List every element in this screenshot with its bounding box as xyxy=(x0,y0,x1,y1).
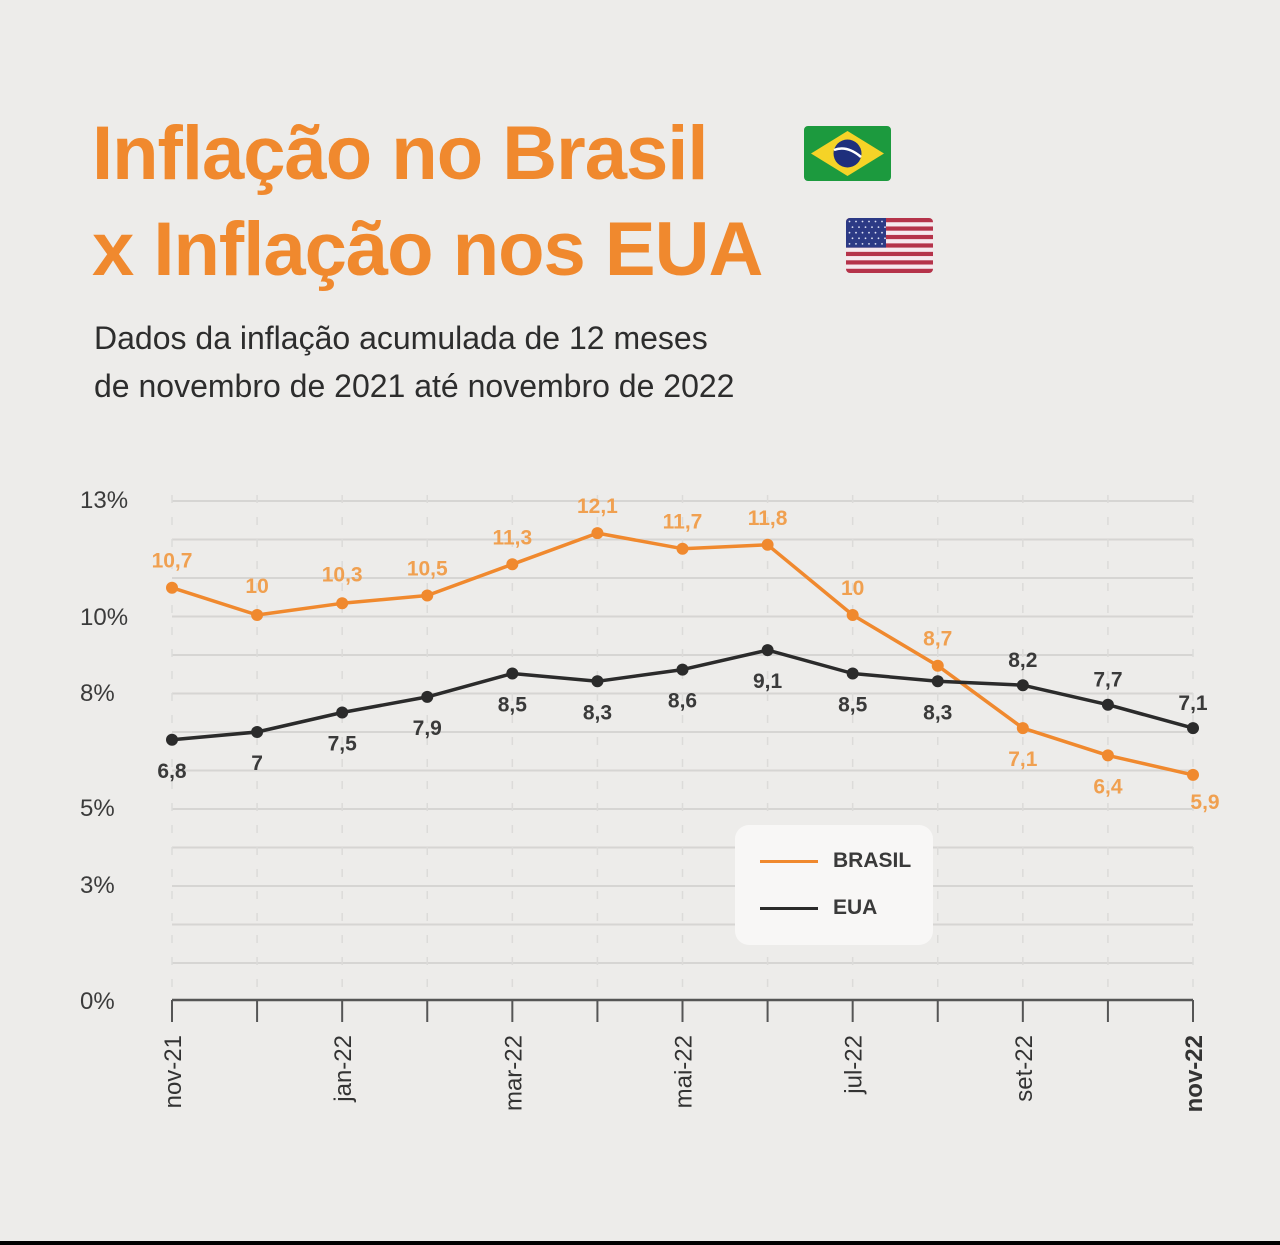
legend-swatch-eua xyxy=(760,906,818,910)
data-point-eua xyxy=(506,667,519,680)
data-point-brasil xyxy=(251,609,264,621)
x-tick-label: jan-22 xyxy=(330,1035,357,1103)
data-label-brasil: 10,7 xyxy=(152,550,193,573)
data-label-eua: 7,9 xyxy=(413,717,442,740)
x-tick-label: mar-22 xyxy=(500,1035,527,1111)
y-tick-label: 0% xyxy=(80,988,115,1015)
y-tick-label: 5% xyxy=(80,795,115,822)
x-tick-label: mai-22 xyxy=(671,1035,698,1108)
data-point-brasil xyxy=(676,542,689,555)
data-label-eua: 7,5 xyxy=(328,733,358,756)
bottom-border xyxy=(0,1241,1280,1245)
data-point-brasil xyxy=(1101,749,1114,762)
y-tick-label: 8% xyxy=(80,680,115,707)
chart-title-line2: x Inflação nos EUA xyxy=(92,207,763,292)
legend-swatch-brasil xyxy=(760,859,818,863)
data-point-eua xyxy=(1187,722,1199,735)
data-label-eua: 8,6 xyxy=(668,690,697,713)
data-point-brasil xyxy=(1016,722,1029,735)
data-label-brasil: 8,7 xyxy=(923,628,952,651)
data-label-brasil: 6,4 xyxy=(1093,775,1123,798)
y-tick-label: 3% xyxy=(80,872,115,899)
data-label-eua: 9,1 xyxy=(753,670,783,693)
legend-label-brasil: BRASIL xyxy=(833,849,912,872)
data-label-eua: 6,8 xyxy=(157,760,187,783)
data-label-brasil: 12,1 xyxy=(577,495,618,518)
y-tick-label: 10% xyxy=(80,604,128,631)
data-label-eua: 8,5 xyxy=(838,694,868,717)
data-label-brasil: 5,9 xyxy=(1190,791,1219,814)
data-label-brasil: 10 xyxy=(245,575,268,598)
subtitle-line2: de novembro de 2021 até novembro de 2022 xyxy=(94,368,735,404)
data-point-eua xyxy=(336,706,349,719)
data-label-brasil: 10,3 xyxy=(322,563,363,586)
x-tick-label: jul-22 xyxy=(841,1035,868,1095)
chart-title-line1: Inflação no Brasil xyxy=(92,111,708,196)
chart-subtitle: Dados da inflação acumulada de 12 meses … xyxy=(94,314,734,410)
data-label-eua: 7,7 xyxy=(1093,669,1122,692)
data-point-eua xyxy=(591,675,604,688)
data-point-brasil xyxy=(506,558,519,571)
data-label-eua: 8,2 xyxy=(1008,649,1037,672)
data-point-brasil xyxy=(336,597,349,610)
usa-flag-icon xyxy=(846,218,933,273)
data-point-eua xyxy=(846,667,859,680)
data-point-brasil xyxy=(846,609,859,621)
y-tick-label: 13% xyxy=(80,487,128,514)
data-point-brasil xyxy=(421,589,434,602)
data-label-eua: 7,1 xyxy=(1178,692,1208,715)
data-point-eua xyxy=(1016,679,1029,692)
brazil-flag-icon xyxy=(804,126,891,181)
data-label-brasil: 11,3 xyxy=(492,526,532,549)
data-label-eua: 7 xyxy=(251,752,263,775)
data-point-eua xyxy=(166,733,178,746)
data-label-eua: 8,3 xyxy=(583,701,612,724)
data-point-eua xyxy=(1101,698,1114,711)
x-tick-label: nov-21 xyxy=(160,1035,187,1108)
data-label-brasil: 10 xyxy=(841,577,864,600)
data-point-brasil xyxy=(591,527,604,540)
data-point-brasil xyxy=(1187,768,1199,781)
x-tick-label: set-22 xyxy=(1011,1035,1038,1102)
legend-item-brasil: BRASIL xyxy=(760,849,911,873)
data-point-eua xyxy=(421,690,434,703)
subtitle-line1: Dados da inflação acumulada de 12 meses xyxy=(94,320,708,356)
x-tick-label: nov-22 xyxy=(1181,1035,1208,1112)
data-label-brasil: 10,5 xyxy=(407,558,448,581)
data-point-brasil xyxy=(931,659,944,672)
data-label-brasil: 11,7 xyxy=(663,511,703,534)
data-label-brasil: 7,1 xyxy=(1008,748,1038,771)
data-label-brasil: 11,8 xyxy=(748,507,788,530)
data-point-eua xyxy=(931,675,944,688)
legend-item-eua: EUA xyxy=(760,896,877,920)
data-point-brasil xyxy=(166,581,178,594)
chart-legend: BRASIL EUA xyxy=(735,825,933,945)
data-point-brasil xyxy=(761,538,774,551)
data-label-eua: 8,5 xyxy=(498,694,528,717)
data-point-eua xyxy=(676,663,689,676)
data-label-eua: 8,3 xyxy=(923,701,952,724)
data-point-eua xyxy=(761,644,774,657)
legend-label-eua: EUA xyxy=(833,896,878,919)
data-point-eua xyxy=(251,726,264,738)
